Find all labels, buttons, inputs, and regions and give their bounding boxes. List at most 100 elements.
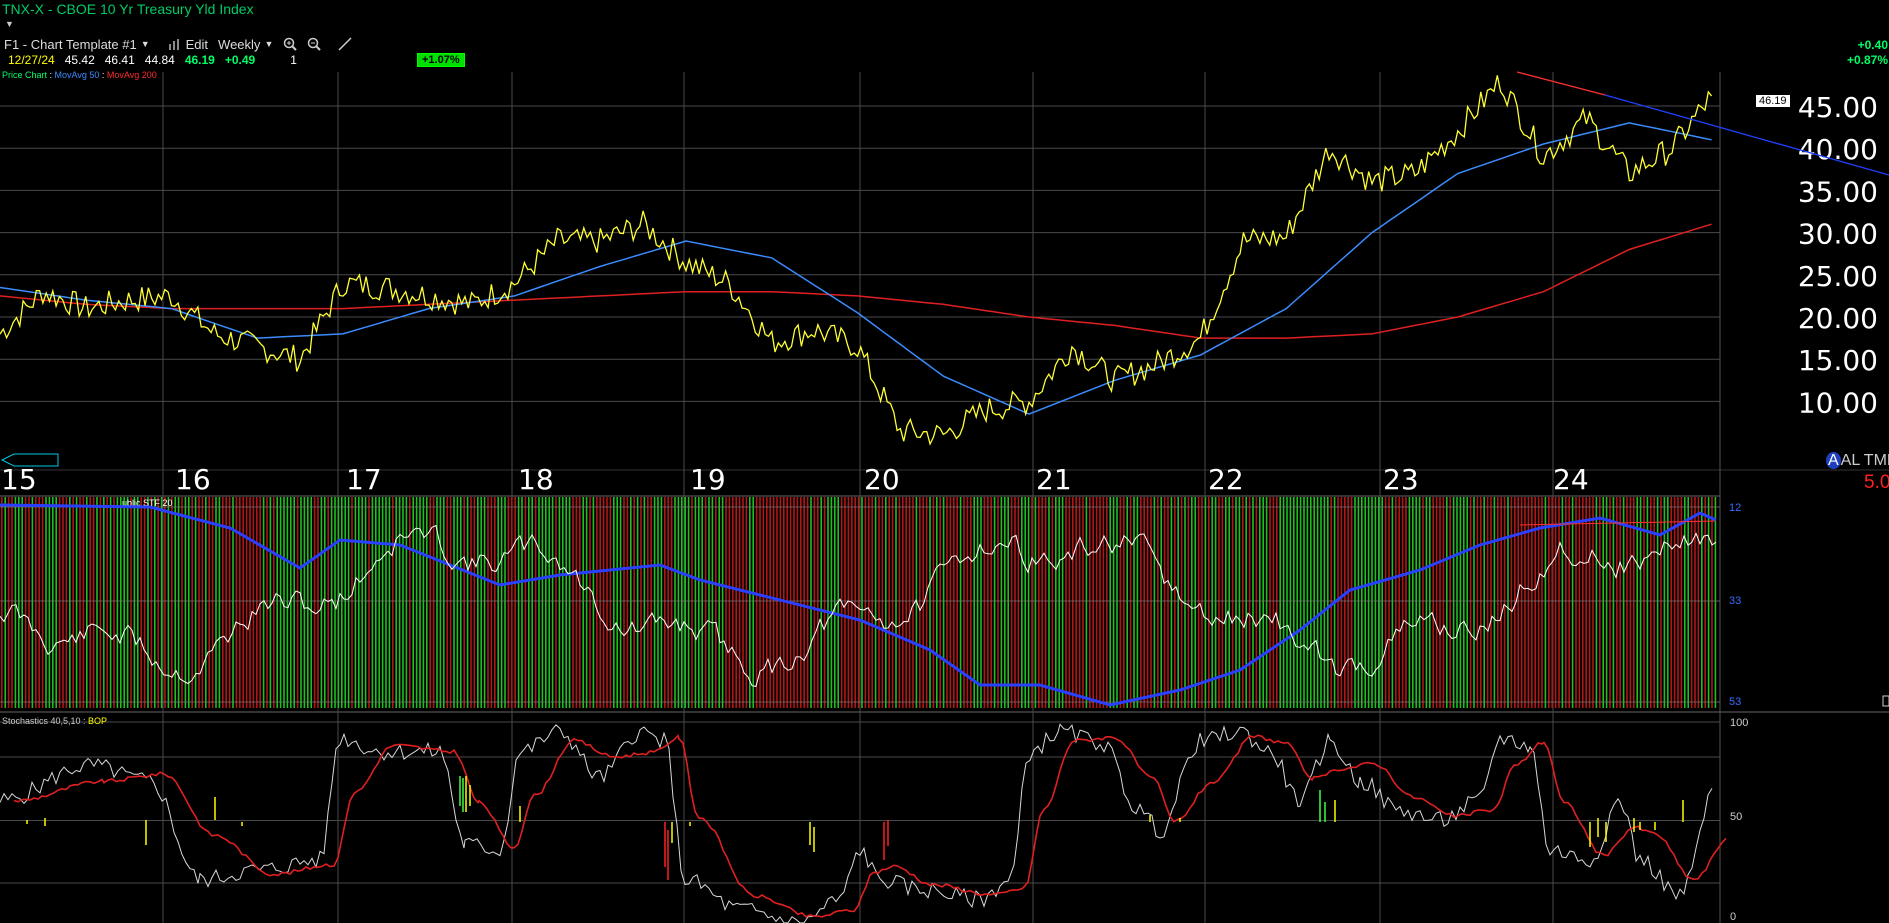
indicator-bar — [1565, 497, 1567, 708]
indicator-bar — [1160, 497, 1162, 708]
zoom-in-icon[interactable] — [283, 37, 298, 51]
indicator-bar — [1072, 497, 1074, 708]
indicator-bar — [28, 497, 30, 708]
indicator-bar — [256, 497, 258, 708]
quote-last: 46.19 — [184, 53, 215, 67]
indicator-bar — [1626, 497, 1628, 708]
indicator-bar — [623, 497, 625, 708]
indicator-bar — [130, 497, 132, 708]
indicator-bar — [303, 497, 306, 708]
panel-marker-icon — [1882, 695, 1889, 707]
indicator-bar — [1214, 497, 1217, 708]
indicator-bar — [1146, 497, 1149, 708]
indicator-bar — [116, 497, 119, 708]
indicator-bar — [1320, 497, 1322, 708]
indicator-bar — [1170, 497, 1173, 708]
indicator-bar — [898, 497, 901, 708]
indicator-bar — [1024, 497, 1026, 708]
indicator-bar — [643, 497, 646, 708]
indicator-bar — [449, 497, 452, 708]
indicator-bar — [1180, 497, 1183, 708]
indicator-bar — [1327, 497, 1329, 708]
indicator-bar — [1690, 497, 1693, 708]
x-tick-label: 24 — [1553, 463, 1589, 496]
indicator-bar — [375, 497, 377, 708]
indicator-bar — [762, 497, 765, 708]
indicator-bar — [1157, 497, 1159, 708]
indicator-bar — [1544, 497, 1547, 708]
indicator-bar — [942, 497, 945, 708]
zoom-out-icon[interactable] — [307, 37, 322, 51]
indicator-bar — [1347, 497, 1349, 708]
indicator-bar — [783, 497, 785, 708]
indicator-bar — [1541, 497, 1543, 708]
indicator-bar — [738, 497, 741, 708]
y-tick-label: 10.00 — [1798, 386, 1878, 419]
indicator-bar — [1235, 497, 1237, 708]
indicator-bar — [1092, 497, 1094, 708]
indicator-bar — [1619, 497, 1621, 708]
indicator-bar — [1289, 497, 1292, 708]
indicator-bar — [735, 497, 737, 708]
indicator-bar — [1082, 497, 1084, 708]
indicator-bar — [1367, 497, 1370, 708]
draw-line-icon[interactable] — [337, 37, 353, 51]
indicator-bar — [1612, 497, 1615, 708]
quote-low: 44.84 — [144, 53, 175, 67]
indicator-bar — [290, 497, 292, 708]
indicator-bar — [371, 497, 374, 708]
quote-date: 12/27/24 — [8, 53, 55, 67]
indicator-bar — [834, 497, 836, 708]
indicator-bar — [1204, 497, 1207, 708]
indicator-bar — [1473, 497, 1475, 708]
indicator-bar — [568, 497, 571, 708]
indicator-bar — [324, 497, 326, 708]
indicator-bar — [140, 497, 142, 708]
indicator-bar — [245, 497, 248, 708]
indicator-bar — [364, 497, 367, 708]
symbol-dropdown-icon[interactable]: ▼ — [5, 19, 14, 29]
indicator-bar — [704, 497, 707, 708]
indicator-bar — [1548, 497, 1550, 708]
indicator-bar — [470, 497, 472, 708]
indicator-bar — [198, 497, 200, 708]
indicator-bar — [18, 497, 20, 708]
indicator-bar — [1592, 497, 1594, 708]
indicator-bar — [997, 497, 999, 708]
period-selector[interactable]: Weekly ▼ — [218, 37, 273, 52]
indicator-bar — [208, 497, 210, 708]
indicator-bar — [990, 497, 992, 708]
indicator-bar — [970, 497, 972, 708]
edit-button[interactable]: Edit — [168, 37, 208, 52]
indicator-bar — [426, 497, 428, 708]
indicator-bar — [633, 497, 635, 708]
indicator-bar — [1089, 497, 1091, 708]
indicator-bar — [823, 497, 826, 708]
indicator-bar — [147, 497, 149, 708]
indicator-bar — [1354, 497, 1356, 708]
indicator-bar — [670, 497, 673, 708]
indicator-bar — [534, 497, 537, 708]
indicator-bar — [545, 497, 547, 708]
indicator-bar — [507, 497, 510, 708]
indicator-bar — [1517, 497, 1519, 708]
indicator-bar — [249, 497, 251, 708]
indicator-bar — [657, 497, 659, 708]
quote-open: 45.42 — [64, 53, 95, 67]
info-icon[interactable]: A — [1826, 452, 1841, 469]
indicator-bar — [742, 497, 744, 708]
stoch-tick-label: 0 — [1730, 911, 1736, 923]
template-selector[interactable]: F1 - Chart Template #1 ▼ — [4, 37, 150, 52]
indicator-bar — [436, 497, 438, 708]
indicator-bar — [487, 497, 489, 708]
indicator-bar — [402, 497, 404, 708]
indicator-bar — [1340, 497, 1343, 708]
indicator-bar — [1112, 497, 1115, 708]
indicator-bar — [983, 497, 986, 708]
indicator-bar — [385, 497, 387, 708]
indicator-bar — [531, 497, 533, 708]
indicator-bar — [888, 497, 890, 708]
indicator-bar — [718, 497, 720, 708]
indicator-bar — [946, 497, 948, 708]
